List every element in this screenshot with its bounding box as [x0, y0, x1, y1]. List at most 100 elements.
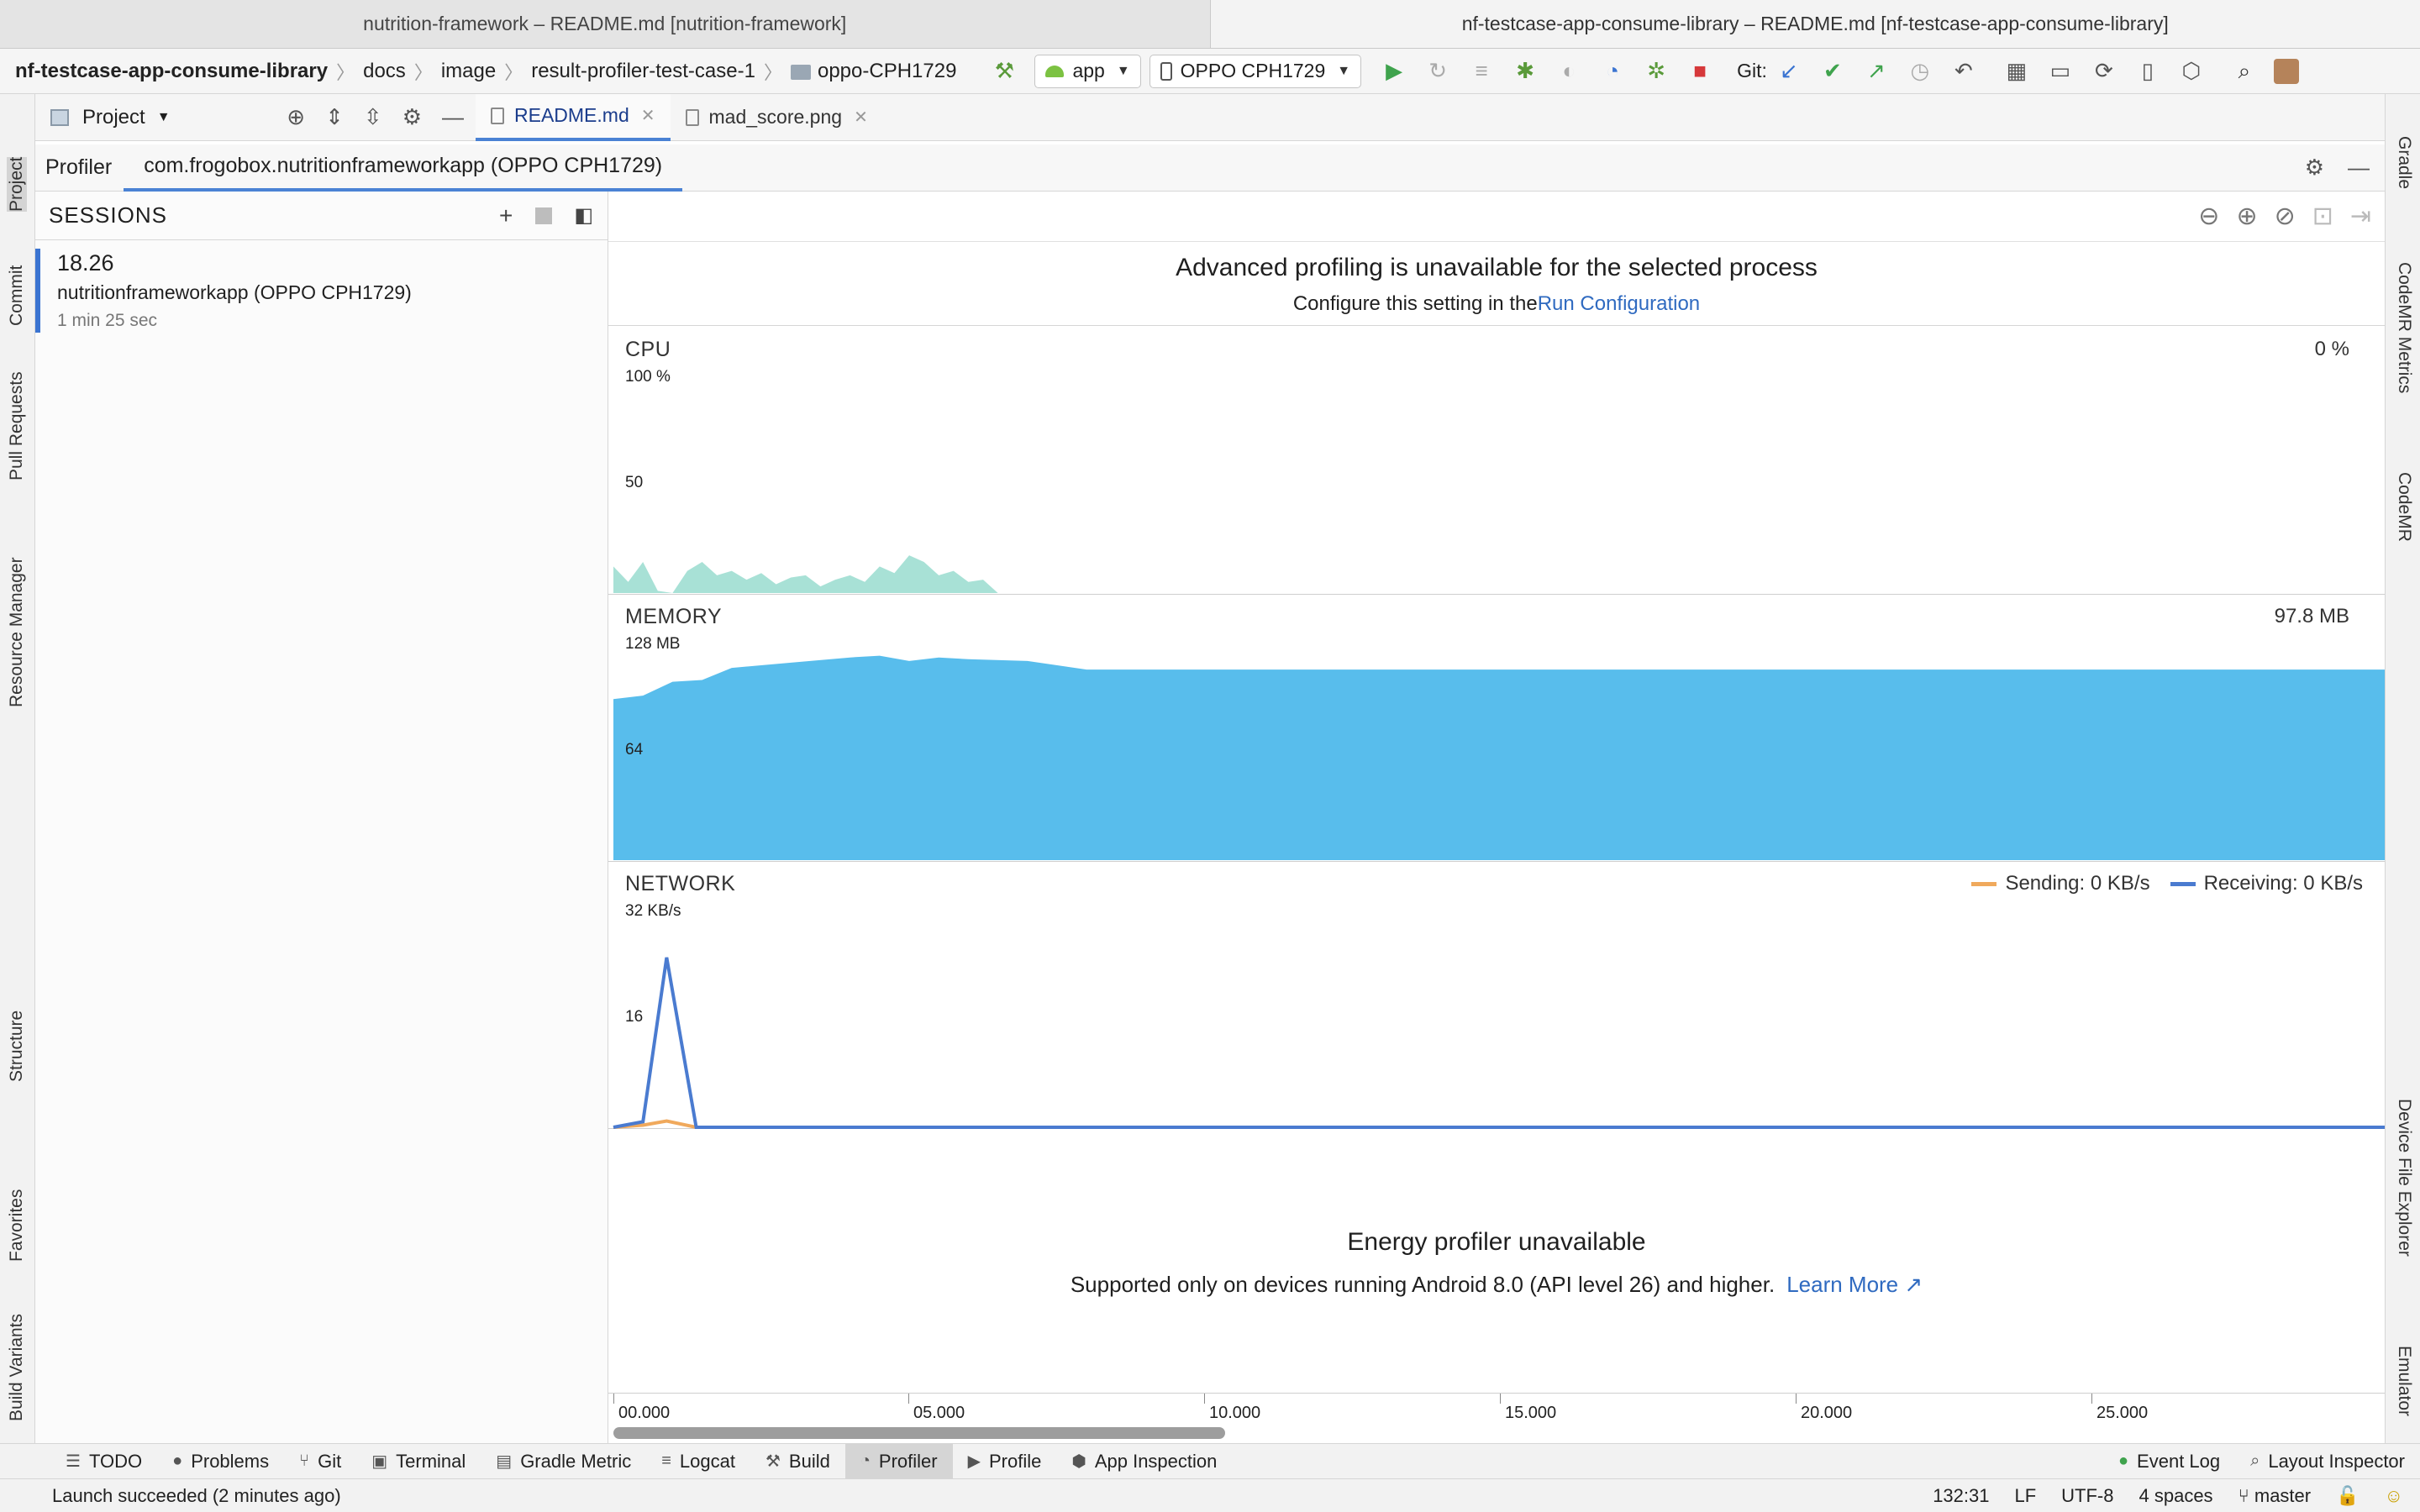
pause-icon[interactable]: ⊡ [2312, 202, 2333, 230]
stop-session-icon[interactable] [535, 207, 553, 224]
device-combo[interactable]: OPPO CPH1729 ▼ [1149, 54, 1362, 88]
tool-event-log[interactable]: ● Event Log [2118, 1450, 2221, 1472]
tool-layout-inspector[interactable]: ⌕ Layout Inspector [2250, 1450, 2405, 1472]
history-icon[interactable]: ◷ [1910, 58, 1930, 83]
breadcrumb-oppo[interactable]: oppo-CPH1729 [817, 59, 957, 82]
breadcrumb-docs[interactable]: docs [363, 59, 406, 82]
chevron-down-icon[interactable]: ▼ [156, 109, 171, 124]
tab-mad-score[interactable]: mad_score.png ✕ [671, 94, 883, 141]
breadcrumb-project[interactable]: nf-testcase-app-consume-library [15, 59, 329, 82]
add-session-icon[interactable]: + [498, 202, 514, 228]
tool-gradle-metric[interactable]: ▤ Gradle Metric [496, 1450, 632, 1472]
tool-tab-device-file-explorer[interactable]: Device File Explorer [2395, 1099, 2414, 1257]
tool-profiler[interactable]: ◔ Profiler [844, 1443, 953, 1479]
tool-tab-structure[interactable]: Structure [7, 1010, 26, 1082]
timeline-tick: 05.000 [908, 1394, 965, 1422]
close-icon[interactable]: ✕ [854, 108, 868, 127]
tool-tab-codemr[interactable]: CodeMR [2395, 472, 2414, 542]
tool-build[interactable]: ⚒ Build [765, 1450, 830, 1472]
session-item[interactable]: 18.26 nutritionframeworkapp (OPPO CPH172… [35, 249, 608, 333]
timeline-scrollbar[interactable] [613, 1427, 1225, 1439]
zoom-in-icon[interactable]: ⊕ [2236, 202, 2258, 230]
tool-app-inspection[interactable]: ⬢ App Inspection [1071, 1450, 1218, 1472]
terminal-icon[interactable]: ▭ [2049, 58, 2071, 83]
cpu-title: CPU [625, 338, 671, 361]
tool-tab-codemr-metrics[interactable]: CodeMR Metrics [2395, 262, 2414, 394]
network-lane[interactable]: NETWORK Sending: 0 KB/s Receiving: 0 KB/… [608, 862, 2385, 1129]
run-icon[interactable]: ▶ [1386, 58, 1403, 83]
go-live-icon[interactable]: ⇥ [2349, 202, 2371, 230]
status-branch[interactable]: ⑂ master [2238, 1484, 2312, 1506]
tool-tab-emulator[interactable]: Emulator [2395, 1346, 2414, 1417]
feedback-icon[interactable]: ☺ [2384, 1484, 2403, 1506]
network-receiving-line [613, 957, 2385, 1129]
collapse-all-icon[interactable]: ⇳ [363, 104, 382, 129]
status-line-separator[interactable]: LF [2014, 1484, 2037, 1506]
tool-problems[interactable]: ● Problems [172, 1450, 270, 1472]
learn-more-link[interactable]: Learn More ↗ [1786, 1272, 1923, 1297]
git-label: Git: [1737, 60, 1767, 81]
lock-icon[interactable]: 🔓 [2336, 1484, 2360, 1506]
hammer-icon[interactable]: ⚒ [994, 58, 1015, 83]
hide-icon[interactable]: — [2348, 155, 2370, 180]
run-configuration-link[interactable]: Run Configuration [1537, 292, 1701, 315]
git-update-icon[interactable]: ↙ [1779, 58, 1798, 83]
stop-icon[interactable]: ■ [1693, 58, 1707, 83]
git-commit-icon[interactable]: ✔ [1823, 58, 1842, 83]
tool-todo[interactable]: ☰ TODO [66, 1450, 143, 1472]
tool-tab-build-variants[interactable]: Build Variants [7, 1313, 26, 1421]
profile-icon[interactable]: ◔ [1606, 58, 1619, 83]
rollback-icon[interactable]: ↶ [1954, 58, 1973, 83]
search-icon[interactable]: ⌕ [2238, 57, 2251, 83]
sync-gradle-icon[interactable]: ⟳ [2094, 58, 2113, 83]
gear-icon[interactable]: ⚙ [402, 104, 422, 129]
tool-tab-project[interactable]: Project [7, 156, 27, 212]
status-position[interactable]: 132:31 [1933, 1484, 1990, 1506]
reset-zoom-icon[interactable]: ⊘ [2274, 202, 2296, 230]
hide-icon[interactable]: — [442, 104, 464, 129]
tool-terminal[interactable]: ▣ Terminal [371, 1450, 466, 1472]
memory-chart [613, 655, 2385, 860]
breadcrumb-image[interactable]: image [440, 59, 497, 82]
project-view-label[interactable]: Project [82, 105, 145, 129]
breadcrumb-result[interactable]: result-profiler-test-case-1 [531, 59, 755, 82]
expand-all-icon[interactable]: ⇕ [325, 104, 344, 129]
tab-readme[interactable]: README.md ✕ [476, 93, 671, 141]
android-icon [1045, 65, 1065, 77]
git-push-icon[interactable]: ↗ [1866, 58, 1886, 83]
tool-profile[interactable]: ▶ Profile [967, 1450, 1042, 1472]
gear-icon[interactable]: ⚙ [2304, 155, 2324, 180]
run-config-combo[interactable]: app ▼ [1034, 54, 1141, 88]
tool-tab-commit[interactable]: Commit [7, 265, 26, 326]
info-icon: ● [172, 1452, 183, 1470]
window-tab-nutrition-framework[interactable]: nutrition-framework – README.md [nutriti… [363, 13, 847, 34]
zoom-out-icon[interactable]: ⊖ [2198, 202, 2220, 230]
close-icon[interactable]: ✕ [640, 107, 655, 125]
rerun-icon[interactable]: ↻ [1428, 58, 1447, 83]
tool-tab-gradle[interactable]: Gradle [2395, 136, 2414, 190]
collapse-panel-icon[interactable]: ◧ [574, 204, 594, 227]
tab-profiler-session[interactable]: com.frogobox.nutritionframeworkapp (OPPO… [124, 144, 683, 192]
tool-tab-pull-requests[interactable]: Pull Requests [7, 371, 26, 480]
status-indent[interactable]: 4 spaces [2139, 1484, 2213, 1506]
tool-git[interactable]: ⑂ Git [299, 1450, 342, 1472]
status-encoding[interactable]: UTF-8 [2061, 1484, 2114, 1506]
network-title: NETWORK [625, 872, 736, 895]
avatar[interactable] [2273, 58, 2299, 84]
project-structure-icon[interactable]: ▦ [2006, 58, 2028, 83]
window-tab-nf-testcase[interactable]: nf-testcase-app-consume-library – README… [1209, 0, 2420, 48]
attach-debugger-icon[interactable]: ✲ [1647, 58, 1665, 83]
locate-icon[interactable]: ⊕ [287, 104, 306, 129]
memory-lane[interactable]: MEMORY 97.8 MB 128 MB 64 [608, 595, 2385, 862]
apply-changes-icon[interactable]: ≡ [1475, 58, 1488, 83]
device-manager-icon[interactable]: ▯ [2141, 58, 2154, 83]
coverage-icon[interactable]: ◐ [1562, 58, 1576, 83]
tool-tab-resource-manager[interactable]: Resource Manager [7, 557, 26, 707]
debug-icon[interactable]: ✱ [1516, 58, 1534, 83]
tool-tab-favorites[interactable]: Favorites [7, 1189, 26, 1262]
cpu-lane[interactable]: CPU 0 % 100 % 50 [608, 328, 2385, 595]
tool-logcat[interactable]: ≡ Logcat [661, 1450, 735, 1472]
session-name: 18.26 [57, 250, 114, 276]
energy-subtitle: Supported only on devices running Androi… [608, 1272, 2385, 1298]
sdk-manager-icon[interactable]: ⬡ [2181, 58, 2202, 83]
